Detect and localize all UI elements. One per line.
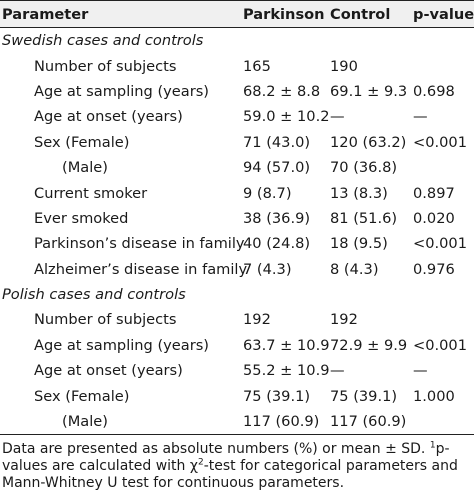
row-label: Parkinson’s disease in family bbox=[34, 235, 245, 253]
parkinson-value: 40 (24.8) bbox=[243, 235, 311, 253]
row-label: Sex (Female) bbox=[34, 133, 130, 151]
parkinson-value: 192 bbox=[243, 311, 271, 329]
table-body: Swedish cases and controls Number of subj… bbox=[0, 28, 474, 436]
table-row: Age at sampling (years) 63.7 ± 10.9 72.9 ±… bbox=[0, 333, 474, 358]
footnote-part1: Data are presented as absolute numbers (… bbox=[2, 441, 430, 458]
p-value bbox=[413, 408, 474, 436]
control-value: 18 (9.5) bbox=[330, 235, 388, 253]
parkinson-value: 9 (8.7) bbox=[243, 184, 292, 202]
parkinson-value: 38 (36.9) bbox=[243, 209, 311, 227]
parkinson-value: 7 (4.3) bbox=[243, 260, 292, 278]
table-row: Parkinson’s disease in family 40 (24.8) 18… bbox=[0, 231, 474, 256]
table-row: Sex (Female) 75 (39.1) 75 (39.1) 1.000 bbox=[0, 383, 474, 408]
p-value: 0.698 bbox=[413, 82, 455, 100]
control-value: 190 bbox=[330, 57, 358, 75]
parkinson-value: 55.2 ± 10.9 bbox=[243, 362, 330, 380]
header-row: Parameter Parkinson Control p-value1 bbox=[0, 0, 474, 28]
control-value: 13 (8.3) bbox=[330, 184, 388, 202]
header-pvalue-text: p-value bbox=[413, 5, 474, 23]
table-row: (Male) 117 (60.9) 117 (60.9) bbox=[0, 408, 474, 436]
row-label: (Male) bbox=[0, 408, 237, 436]
section-header-row: Swedish cases and controls bbox=[0, 28, 474, 54]
footnote-sup2: 2 bbox=[197, 457, 204, 468]
table-row: Current smoker 9 (8.7) 13 (8.3) 0.897 bbox=[0, 180, 474, 205]
parkinson-value: 59.0 ± 10.2 bbox=[243, 108, 330, 126]
p-value: <0.001 bbox=[413, 133, 468, 151]
section-title: Polish cases and controls bbox=[2, 286, 186, 304]
table-row: Number of subjects 165 190 bbox=[0, 53, 474, 78]
p-value: 0.020 bbox=[413, 209, 455, 227]
parkinson-value: 68.2 ± 8.8 bbox=[243, 82, 321, 100]
table-row: Age at onset (years) 59.0 ± 10.2— — bbox=[0, 104, 474, 129]
demographics-table: Parameter Parkinson Control p-value1 Swe… bbox=[0, 0, 474, 436]
parkinson-value: 165 bbox=[243, 57, 271, 75]
header-control: Control bbox=[328, 0, 413, 28]
control-value: 8 (4.3) bbox=[330, 260, 379, 278]
p-value bbox=[413, 155, 474, 180]
control-value: 117 (60.9) bbox=[328, 408, 413, 436]
header-parameter: Parameter bbox=[0, 0, 237, 28]
parkinson-value: 63.7 ± 10.9 bbox=[243, 336, 330, 354]
table-header: Parameter Parkinson Control p-value1 bbox=[0, 0, 474, 28]
parkinson-value: 75 (39.1) bbox=[243, 387, 311, 405]
p-value: 0.976 bbox=[413, 260, 455, 278]
row-label: Alzheimer’s disease in family bbox=[34, 260, 248, 278]
control-value: 192 bbox=[330, 311, 358, 329]
parkinson-value: 117 (60.9) bbox=[237, 408, 328, 436]
p-value bbox=[413, 53, 474, 78]
row-label: Age at sampling (years) bbox=[34, 82, 210, 100]
p-value: — bbox=[413, 362, 428, 380]
control-value: 70 (36.8) bbox=[330, 159, 398, 177]
control-value: — bbox=[330, 362, 345, 380]
control-value: 75 (39.1) bbox=[330, 387, 398, 405]
table-footnote: Data are presented as absolute numbers (… bbox=[0, 435, 474, 492]
header-pvalue: p-value1 bbox=[413, 0, 474, 28]
control-value: 120 (63.2) bbox=[330, 133, 407, 151]
row-label: Number of subjects bbox=[34, 311, 177, 329]
table-row: Age at onset (years) 55.2 ± 10.9— — bbox=[0, 358, 474, 383]
table-row: Age at sampling (years) 68.2 ± 8.8 69.1 ± … bbox=[0, 79, 474, 104]
p-value: 0.897 bbox=[413, 184, 455, 202]
row-label: Current smoker bbox=[34, 184, 148, 202]
p-value bbox=[413, 307, 474, 332]
control-value: — bbox=[330, 108, 345, 126]
table-row: Ever smoked 38 (36.9) 81 (51.6) 0.020 bbox=[0, 206, 474, 231]
table-row: Number of subjects 192 192 bbox=[0, 307, 474, 332]
row-label: Age at onset (years) bbox=[34, 108, 183, 126]
table-row: Sex (Female) 71 (43.0) 120 (63.2) <0.001 bbox=[0, 130, 474, 155]
row-label: Number of subjects bbox=[34, 57, 177, 75]
footnote-part2: p-values are calculated with χ bbox=[2, 441, 450, 475]
footnote-sup1: 1 bbox=[429, 440, 436, 451]
row-label: Age at sampling (years) bbox=[34, 336, 210, 354]
row-label: (Male) bbox=[62, 159, 108, 177]
control-value: 69.1 ± 9.3 bbox=[330, 82, 408, 100]
control-value: 72.9 ± 9.9 bbox=[330, 336, 408, 354]
p-value: <0.001 bbox=[413, 336, 468, 354]
p-value: <0.001 bbox=[413, 235, 468, 253]
section-title: Swedish cases and controls bbox=[2, 32, 204, 50]
p-value: — bbox=[413, 108, 428, 126]
section-header-row: Polish cases and controls bbox=[0, 282, 474, 307]
table-row: (Male) 94 (57.0) 70 (36.8) bbox=[0, 155, 474, 180]
row-label: Sex (Female) bbox=[34, 387, 130, 405]
header-parkinson: Parkinson bbox=[237, 0, 328, 28]
row-label: Ever smoked bbox=[34, 209, 129, 227]
parkinson-value: 94 (57.0) bbox=[243, 159, 311, 177]
control-value: 81 (51.6) bbox=[330, 209, 398, 227]
p-value: 1.000 bbox=[413, 387, 455, 405]
parkinson-value: 71 (43.0) bbox=[243, 133, 311, 151]
row-label: Age at onset (years) bbox=[34, 362, 183, 380]
table-row: Alzheimer’s disease in family 7 (4.3) 8 (4… bbox=[0, 257, 474, 282]
